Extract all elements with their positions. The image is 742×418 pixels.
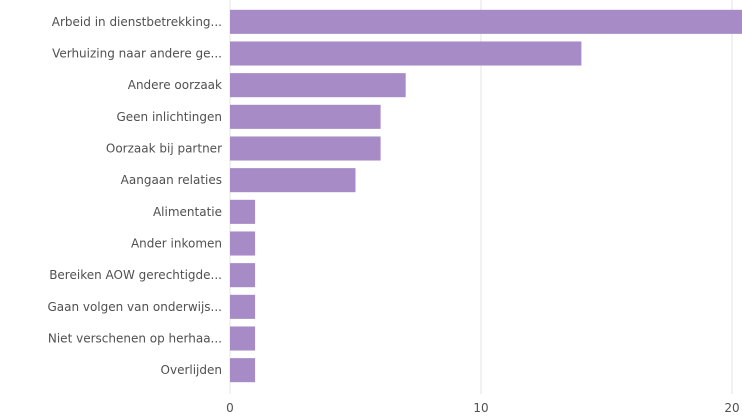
bar[interactable]	[230, 73, 406, 98]
bar[interactable]	[230, 168, 356, 193]
category-label: Verhuizing naar andere ge...	[52, 47, 222, 61]
x-axis-ticks: 0 10 20	[226, 401, 739, 415]
bar[interactable]	[230, 358, 256, 383]
bar[interactable]	[230, 199, 256, 224]
bar[interactable]	[230, 231, 256, 256]
category-labels: Arbeid in dienstbetrekking... Verhuizing …	[47, 15, 222, 377]
x-tick-label: 10	[473, 401, 488, 415]
category-label: Geen inlichtingen	[116, 110, 222, 124]
category-label: Arbeid in dienstbetrekking...	[52, 15, 222, 29]
category-label: Oorzaak bij partner	[106, 142, 222, 156]
category-label: Aangaan relaties	[121, 173, 222, 187]
bar[interactable]	[230, 263, 256, 288]
bar[interactable]	[230, 104, 381, 129]
category-label: Bereiken AOW gerechtigde...	[49, 268, 222, 282]
category-label: Alimentatie	[153, 205, 222, 219]
x-tick-label: 0	[226, 401, 234, 415]
bar[interactable]	[230, 41, 582, 66]
bars	[230, 9, 742, 383]
category-label: Andere oorzaak	[128, 78, 222, 92]
category-label: Ander inkomen	[131, 237, 222, 251]
bar[interactable]	[230, 326, 256, 351]
x-tick-label: 20	[724, 401, 739, 415]
bar[interactable]	[230, 9, 742, 34]
category-label: Overlijden	[161, 363, 222, 377]
category-label: Gaan volgen van onderwijs...	[47, 300, 222, 314]
bar[interactable]	[230, 294, 256, 319]
category-label: Niet verschenen op herhaa...	[48, 332, 222, 346]
bar[interactable]	[230, 136, 381, 161]
